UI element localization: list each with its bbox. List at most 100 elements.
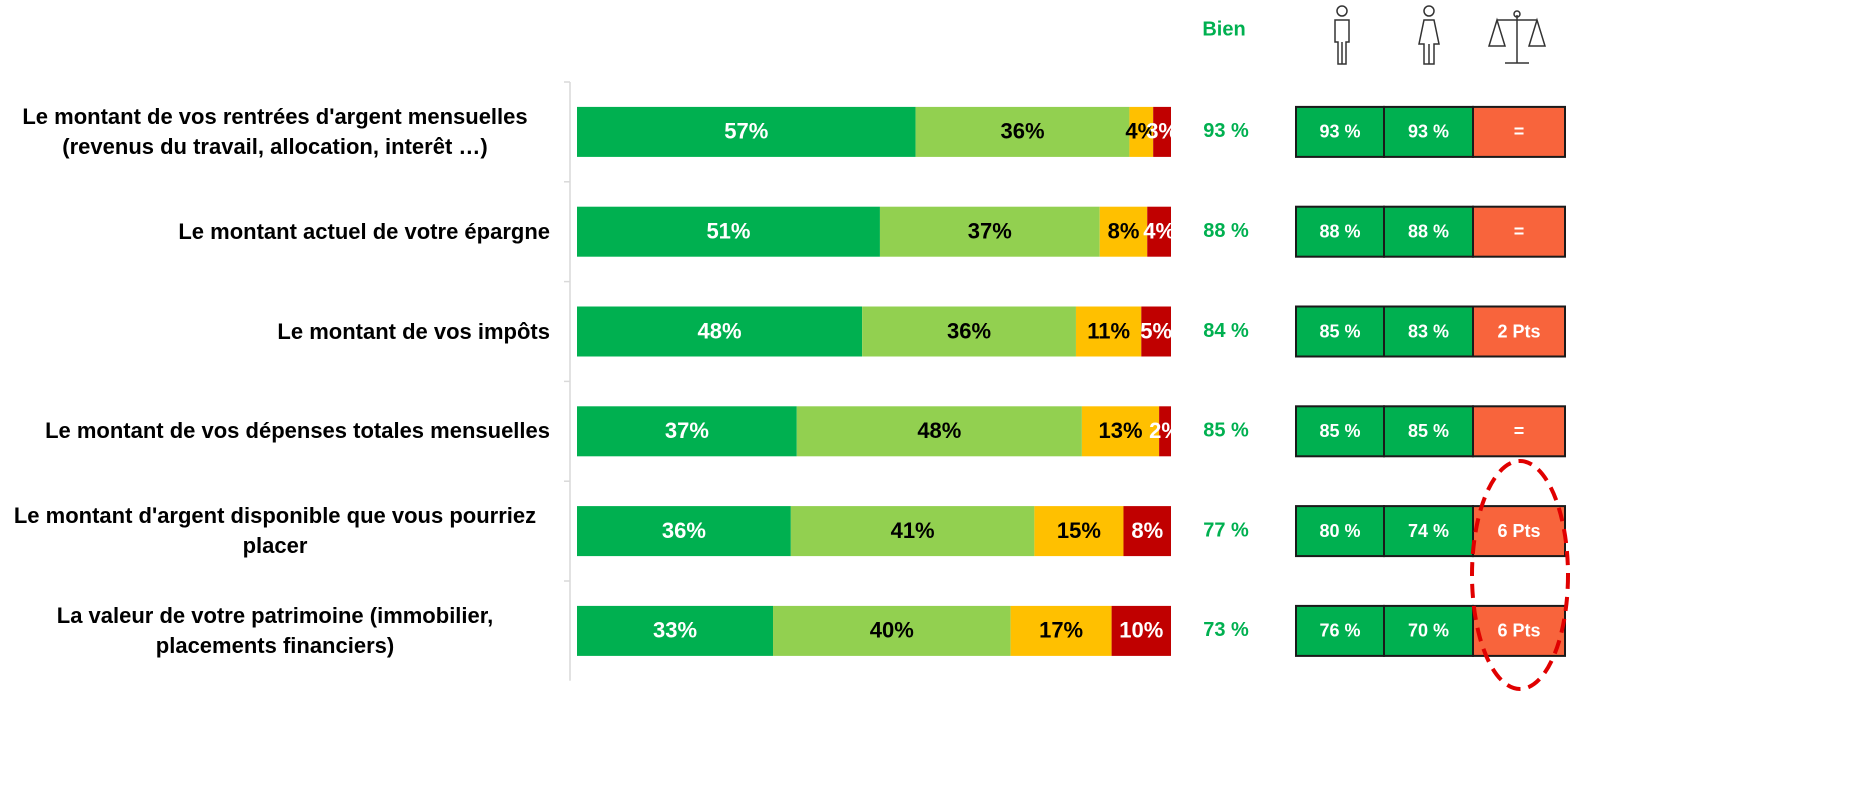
bien-value: 73 % xyxy=(1203,619,1249,641)
category-label-box: Le montant de vos rentrées d'argent mens… xyxy=(0,82,550,182)
bar-label: 10% xyxy=(1119,618,1163,643)
table-cell-text: = xyxy=(1514,122,1525,142)
bar-label: 48% xyxy=(698,318,742,343)
bar-segment xyxy=(577,406,797,457)
bar-segment xyxy=(879,206,1100,257)
bar-label: 13% xyxy=(1098,418,1142,443)
bien-value: 77 % xyxy=(1203,519,1249,541)
bar-label: 2% xyxy=(1149,418,1181,443)
bar-segment xyxy=(790,506,1035,557)
category-label: Le montant d'argent disponible que vous … xyxy=(13,503,537,559)
category-label-box: Le montant actuel de votre épargne xyxy=(0,182,550,282)
bar-label: 33% xyxy=(653,618,697,643)
category-label-box: Le montant d'argent disponible que vous … xyxy=(0,481,550,581)
bar-segment xyxy=(1111,605,1171,656)
bar-label: 57% xyxy=(724,119,768,144)
table-cell-text: 70 % xyxy=(1408,621,1449,641)
bien-value: 88 % xyxy=(1203,220,1249,242)
bar-label: 17% xyxy=(1039,618,1083,643)
table-cell-text: 2 Pts xyxy=(1497,321,1540,341)
highlight-ellipse xyxy=(1470,459,1570,691)
table-cell-text: = xyxy=(1514,421,1525,441)
bar-segment xyxy=(862,306,1076,357)
bar-label: 40% xyxy=(870,618,914,643)
bar-label: 8% xyxy=(1131,518,1163,543)
table-cell xyxy=(1295,405,1385,458)
table-cell-text: 85 % xyxy=(1319,421,1360,441)
bar-label: 36% xyxy=(1000,119,1044,144)
bar-label: 48% xyxy=(917,418,961,443)
category-label: Le montant de vos dépenses totales mensu… xyxy=(45,418,550,444)
table-cell xyxy=(1383,205,1474,258)
bar-segment xyxy=(1153,106,1171,157)
table-cell xyxy=(1295,604,1385,657)
bar-segment xyxy=(577,605,774,656)
bar-label: 4% xyxy=(1143,219,1175,244)
icons xyxy=(1334,5,1547,65)
bar-label: 51% xyxy=(706,219,750,244)
table-cell xyxy=(1472,205,1566,258)
category-label: Le montant de vos impôts xyxy=(277,318,550,344)
table-cell xyxy=(1472,105,1566,158)
bar-segment xyxy=(1123,506,1171,557)
bien-header: Bien xyxy=(1202,18,1245,40)
bar-label: 36% xyxy=(662,518,706,543)
bar-segment xyxy=(577,206,880,257)
bar-label: 37% xyxy=(665,418,709,443)
category-label: La valeur de votre patrimoine (immobilie… xyxy=(56,602,494,658)
table-cell-text: 88 % xyxy=(1408,221,1449,241)
bar-label: 5% xyxy=(1140,318,1172,343)
table-cell-text: 93 % xyxy=(1319,122,1360,142)
category-label-box: Le montant de vos impôts xyxy=(0,282,550,382)
table-cell xyxy=(1295,505,1385,558)
table-cell-text: 6 Pts xyxy=(1497,621,1540,641)
table-cell xyxy=(1472,305,1566,358)
bar-segment xyxy=(577,506,791,557)
category-label-box: Le montant de vos dépenses totales mensu… xyxy=(0,381,550,481)
bar-label: 4% xyxy=(1125,119,1157,144)
table-cell xyxy=(1472,505,1566,558)
table-cell xyxy=(1472,604,1566,657)
table-cell-text: = xyxy=(1514,221,1525,241)
table-cell xyxy=(1295,105,1385,158)
bar-segment xyxy=(1147,206,1171,257)
man-icon xyxy=(1334,5,1350,65)
bar-segment xyxy=(796,406,1082,457)
table-cell xyxy=(1383,505,1474,558)
bar-segment xyxy=(1010,605,1112,656)
bar-segment xyxy=(1034,506,1124,557)
bar-label: 15% xyxy=(1057,518,1101,543)
bar-segment xyxy=(773,605,1011,656)
bar-segment xyxy=(1081,406,1160,457)
bar-label: 41% xyxy=(891,518,935,543)
table-cell xyxy=(1472,405,1566,458)
bien-value: 85 % xyxy=(1203,420,1249,442)
category-label-box: La valeur de votre patrimoine (immobilie… xyxy=(0,581,550,681)
bar-segment xyxy=(1141,306,1171,357)
bar-label: 36% xyxy=(947,318,991,343)
bien-value: 93 % xyxy=(1203,120,1249,142)
table-cell xyxy=(1295,205,1385,258)
table-cell-text: 93 % xyxy=(1408,122,1449,142)
bar-segment xyxy=(1129,106,1154,157)
bar-segment xyxy=(1159,406,1171,457)
table-cell xyxy=(1383,604,1474,657)
scale-icon xyxy=(1487,10,1547,64)
category-label: Le montant de vos rentrées d'argent mens… xyxy=(22,103,528,159)
bar-segment xyxy=(915,106,1130,157)
table-cell-text: 83 % xyxy=(1408,321,1449,341)
bien-value: 84 % xyxy=(1203,320,1249,342)
bar-label: 37% xyxy=(968,219,1012,244)
table-cell xyxy=(1383,305,1474,358)
table-cell-text: 6 Pts xyxy=(1497,521,1540,541)
table-cell-text: 76 % xyxy=(1319,621,1360,641)
table-cell-text: 74 % xyxy=(1408,521,1449,541)
bar-segment xyxy=(1099,206,1148,257)
bar-label: 3% xyxy=(1146,119,1178,144)
table-cell xyxy=(1295,305,1385,358)
bar-segment xyxy=(577,306,863,357)
bar-label: 8% xyxy=(1108,219,1140,244)
bar-label: 11% xyxy=(1087,318,1130,343)
